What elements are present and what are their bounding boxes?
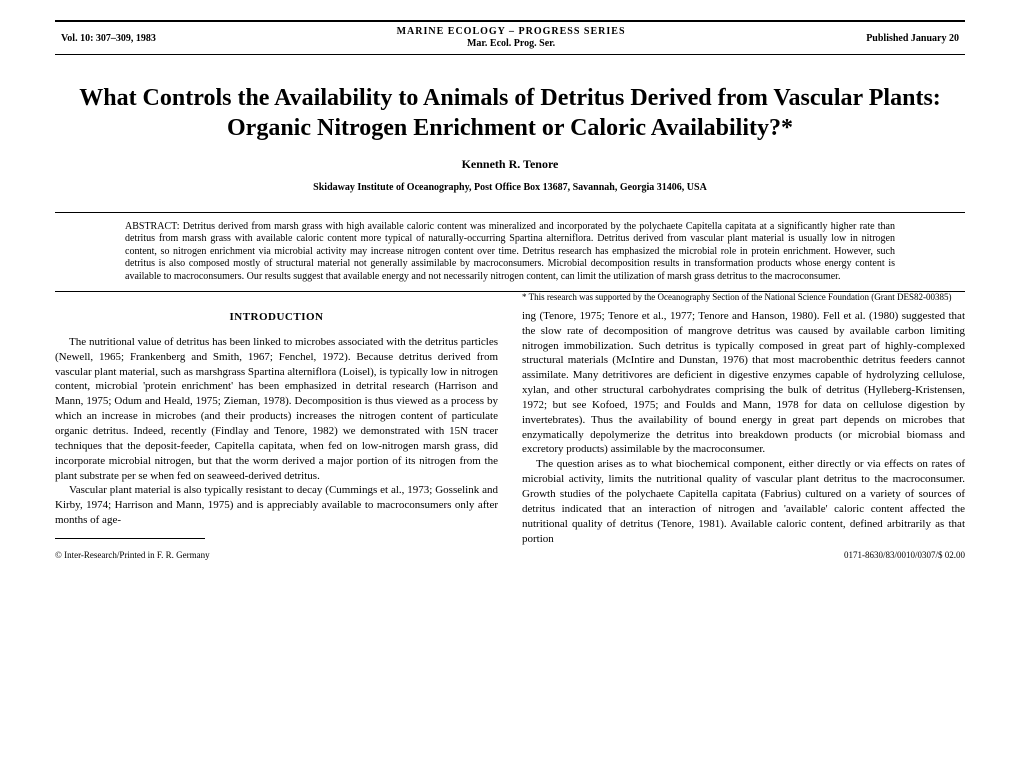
copyright-text: © Inter-Research/Printed in F. R. German… (55, 550, 210, 562)
body-paragraph: The nutritional value of detritus has be… (55, 335, 498, 483)
footnote-separator (55, 538, 205, 539)
body-paragraph: The question arises as to what biochemic… (522, 457, 965, 546)
divider (55, 212, 965, 213)
footer-row: © Inter-Research/Printed in F. R. German… (55, 550, 965, 562)
abstract-text: Detritus derived from marsh grass with h… (125, 221, 895, 282)
author-name: Kenneth R. Tenore (55, 157, 965, 173)
publish-date: Published January 20 (866, 32, 959, 45)
journal-header: Vol. 10: 307–309, 1983 MARINE ECOLOGY – … (55, 20, 965, 55)
article-title: What Controls the Availability to Animal… (55, 83, 965, 143)
body-columns: INTRODUCTION The nutritional value of de… (55, 292, 965, 546)
section-heading: INTRODUCTION (55, 310, 498, 325)
body-paragraph: ing (Tenore, 1975; Tenore et al., 1977; … (522, 309, 965, 457)
volume-info: Vol. 10: 307–309, 1983 (61, 32, 156, 45)
journal-abbrev: Mar. Ecol. Prog. Ser. (397, 38, 626, 50)
journal-name: MARINE ECOLOGY – PROGRESS SERIES Mar. Ec… (397, 26, 626, 50)
abstract-block: ABSTRACT: Detritus derived from marsh gr… (125, 221, 895, 284)
journal-full-name: MARINE ECOLOGY – PROGRESS SERIES (397, 26, 626, 38)
author-affiliation: Skidaway Institute of Oceanography, Post… (55, 181, 965, 194)
footnote-text: * This research was supported by the Oce… (522, 292, 965, 303)
abstract-label: ABSTRACT: (125, 221, 183, 232)
body-paragraph: Vascular plant material is also typicall… (55, 483, 498, 528)
issn-price: 0171-8630/83/0010/0307/$ 02.00 (844, 550, 965, 562)
